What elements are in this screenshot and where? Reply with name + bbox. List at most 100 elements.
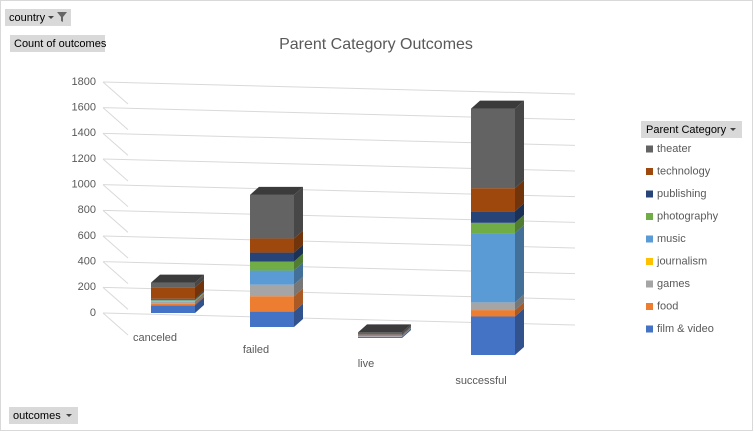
bar-segment-side [195,274,204,288]
bar-segment-side [402,327,411,336]
y-tick-label: 0 [90,307,96,319]
legend-label: journalism [656,255,707,267]
bar-segment [250,284,294,297]
bar-segment-side [294,288,303,312]
bar-segment-side [195,297,204,313]
bar-segment [250,261,294,271]
grid-line-side [102,107,129,131]
chart-title: Parent Category Outcomes [279,36,473,53]
bar-segment-side [515,294,524,311]
legend-label: technology [657,165,711,177]
bar-segment-side [195,295,204,306]
filter-icon [57,12,67,22]
bar-segment-side [402,327,411,337]
bar-segment [358,334,402,336]
bar-segment [358,336,402,338]
bar-segment [250,270,294,285]
legend-swatch [646,235,653,243]
legend-swatch [646,303,653,310]
bar-segment-side [402,326,411,336]
bar-segment-side [402,326,411,335]
value-field: Count of outcomes [14,38,107,50]
legend-swatch [646,190,653,198]
y-tick-label: 1600 [72,102,96,114]
bar-segment-side [402,328,411,337]
y-tick-label: 1800 [72,76,96,88]
grid-line-side [102,132,129,156]
y-tick-label: 1200 [72,153,96,165]
bar-segment-side [515,203,524,223]
dropdown-icon [66,414,72,417]
bar-segment-side [515,180,524,212]
legend-swatch [646,325,653,333]
bar-top [358,324,411,333]
bar-segment [250,194,294,239]
bar-segment [471,316,515,355]
x-tick-label: live [358,358,375,370]
legend-label: music [657,233,686,245]
dropdown-icon [48,16,54,19]
legend-label: photography [657,210,719,222]
bar-segment [250,238,294,253]
bar-top [151,274,204,283]
bar-segment [358,335,402,337]
bar-top [250,186,303,195]
filter-button[interactable]: country [5,9,71,26]
bar-segment-side [294,262,303,285]
bar-segment-side [195,292,204,301]
bar-segment-side [515,308,524,355]
bar-segment-side [195,290,204,300]
dropdown-icon [730,128,736,131]
bar-segment-side [515,302,524,317]
y-tick-label: 1000 [72,179,96,191]
bar-top [471,100,524,109]
grid-line-side [102,261,129,285]
bar-segment [151,282,195,288]
legend-label: food [657,300,678,312]
bar-segment [250,252,294,262]
bar-segment [151,287,195,299]
bar-segment-side [515,100,524,189]
x-tick-label: successful [455,375,506,387]
bar-segment [471,310,515,317]
bar-segment-side [294,253,303,271]
bar-segment-side [402,328,411,337]
legend-swatch [646,258,653,265]
bar-segment-side [195,293,204,304]
bar-segment [151,303,195,306]
bar-segment [151,300,195,302]
grid-line-side [102,235,129,259]
grid-line-side [102,158,129,182]
bar-segment [250,311,294,327]
legend-title-button[interactable] [641,121,742,138]
bar-segment-side [195,291,204,301]
legend-swatch [646,168,653,175]
x-tick-label: failed [243,344,269,356]
grid-line-side [102,286,129,310]
bar-segment-side [402,328,411,338]
bar-segment [471,222,515,234]
axis-field: outcomes [13,410,61,422]
y-tick-label: 200 [78,281,96,293]
legend-swatch [646,280,653,288]
bar-segment [151,301,195,304]
grid-line-side [102,184,129,208]
value-field-button[interactable] [10,35,105,52]
bar-segment-side [294,303,303,327]
bar-segment [471,302,515,311]
bar-segment [471,108,515,189]
y-tick-label: 400 [78,256,96,268]
bar-segment [151,299,195,301]
axis-field-button[interactable] [9,407,78,424]
bar-segment-side [195,279,204,299]
y-tick-label: 800 [78,204,96,216]
bar-segment [250,296,294,312]
filter-button-bg[interactable] [5,9,71,26]
bar-segment-side [294,276,303,297]
legend-label: theater [657,143,692,155]
legend-label: film & video [657,323,714,335]
legend-label: publishing [657,188,707,200]
bar-segment-side [294,186,303,239]
